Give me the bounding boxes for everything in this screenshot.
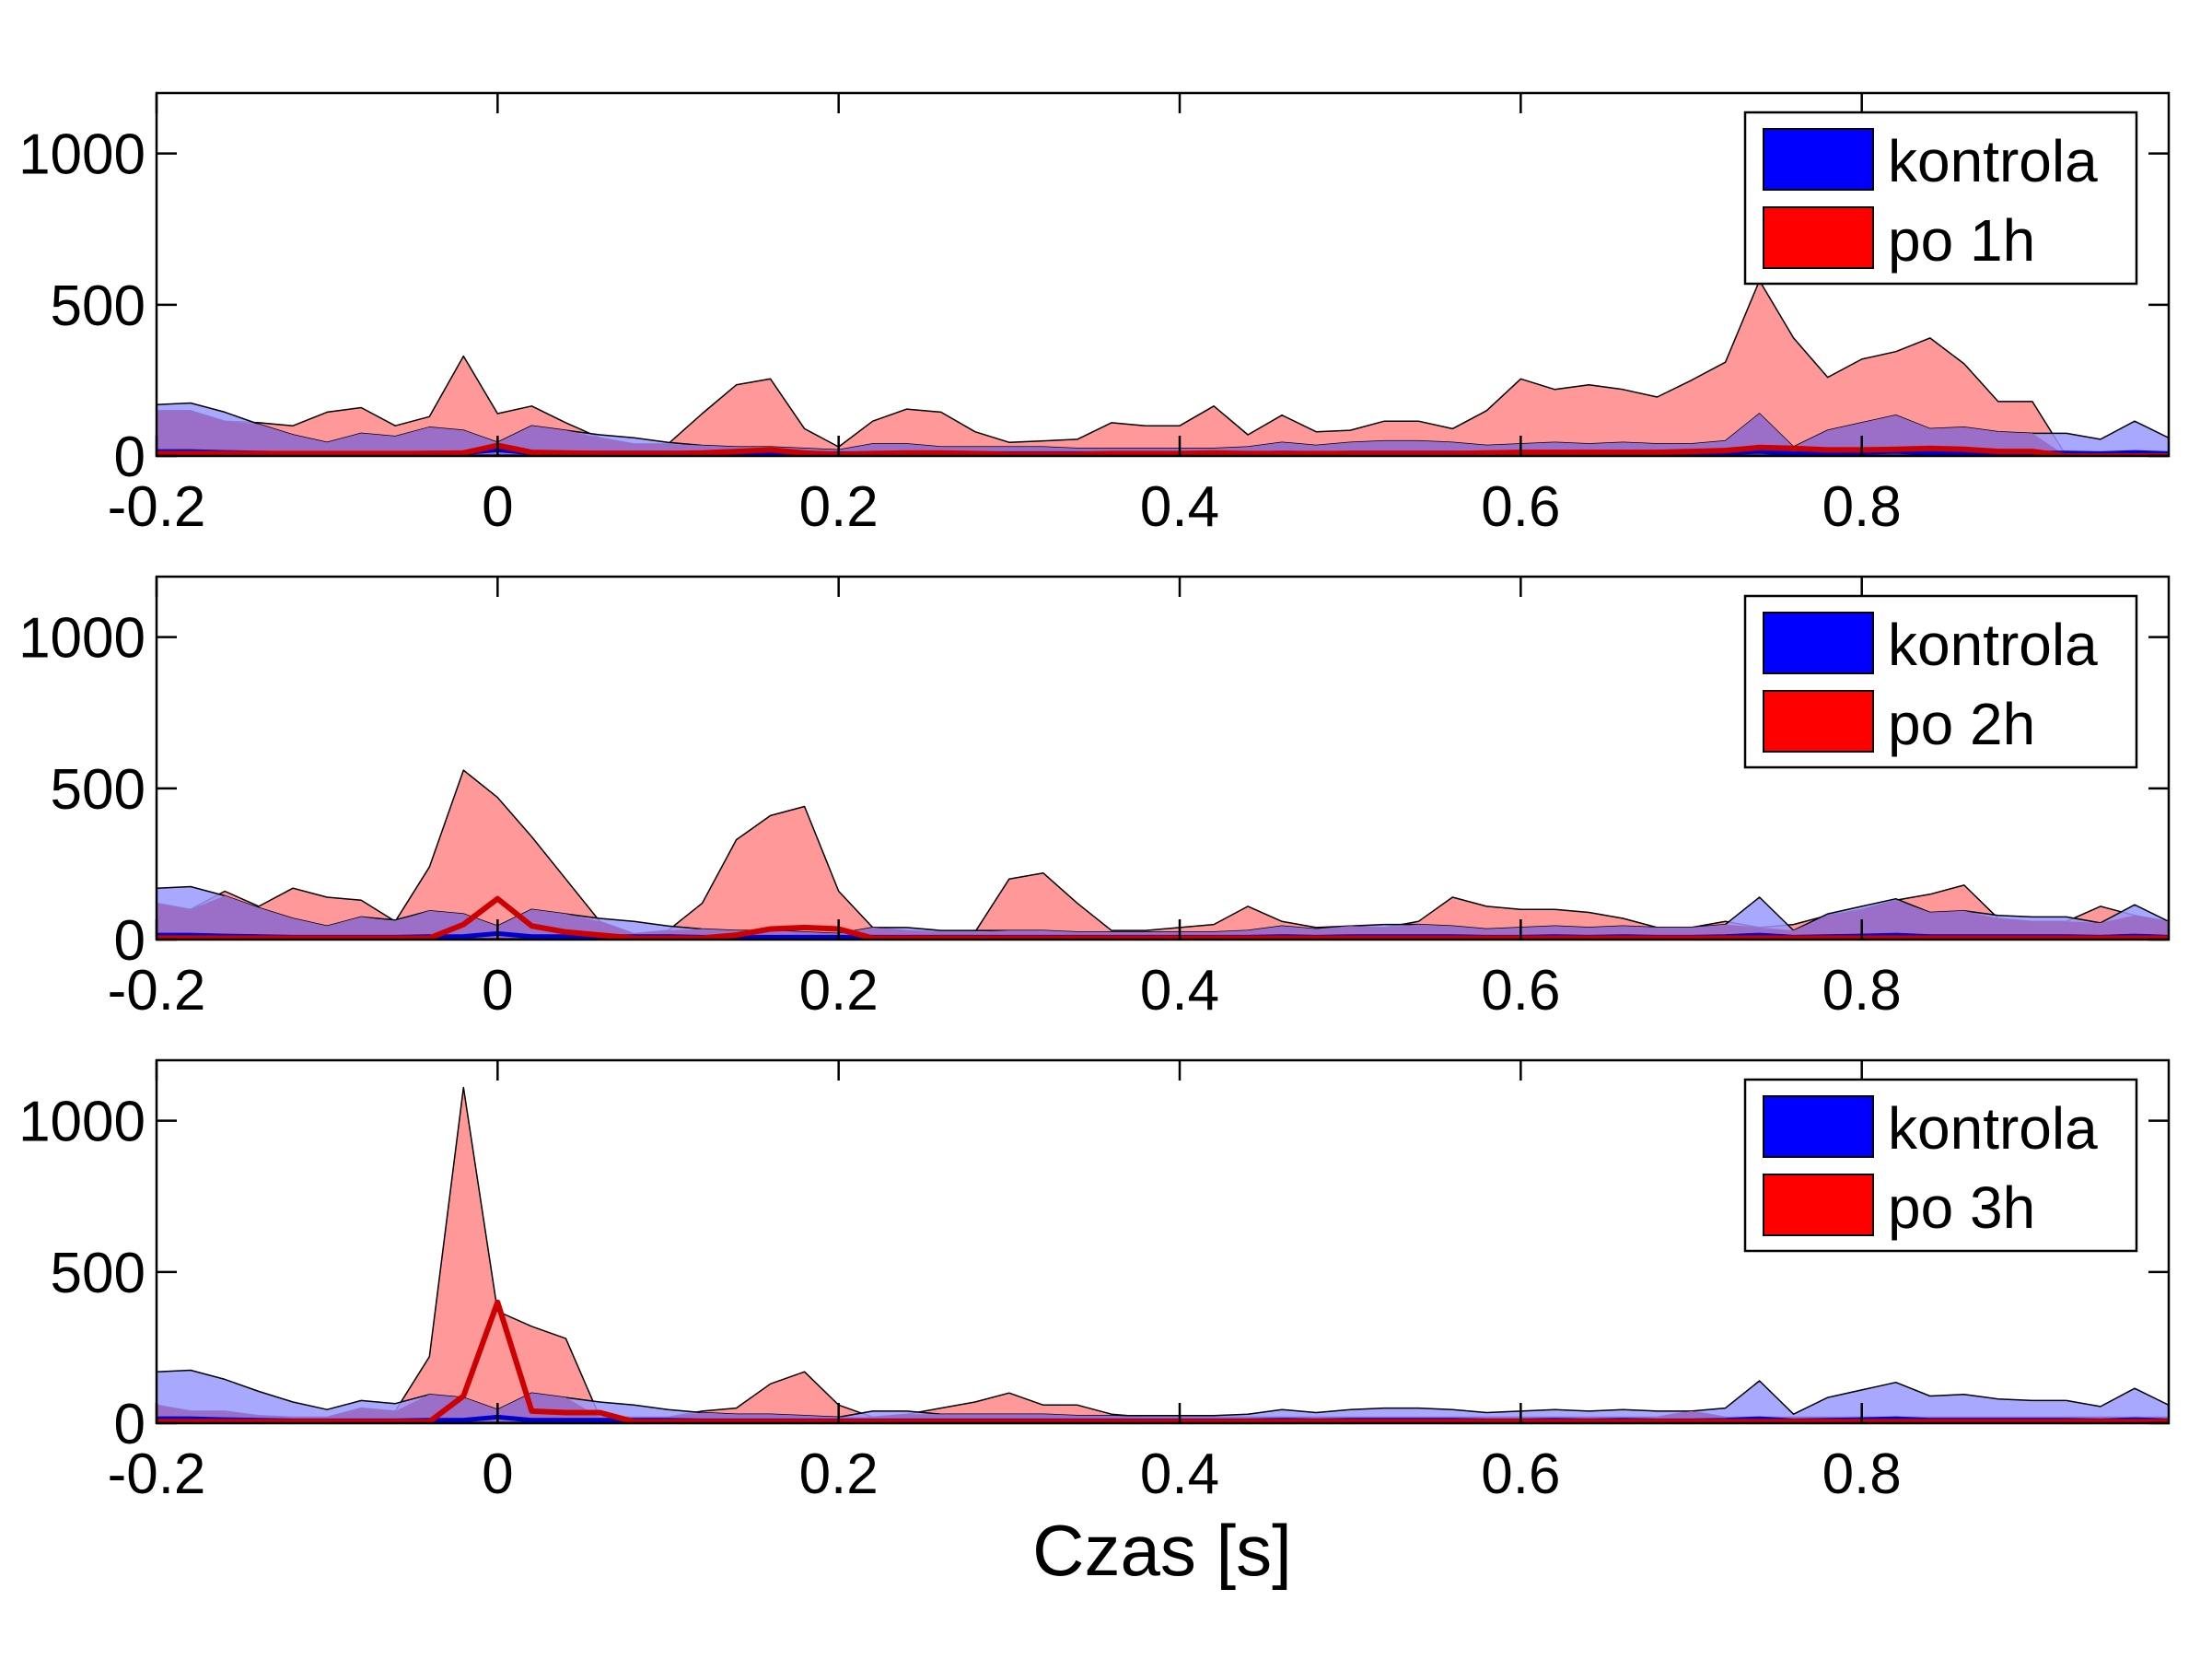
legend-label-treated: po 1h: [1888, 207, 2035, 274]
band-po-1h: [157, 279, 2169, 456]
y-tick-label: 1000: [18, 607, 146, 671]
legend-swatch-treated: [1763, 206, 1874, 269]
x-tick-label: 0.2: [799, 959, 879, 1022]
x-tick-label: 0.2: [799, 475, 879, 539]
x-tick-label: 0.4: [1140, 1443, 1219, 1506]
legend-swatch-treated: [1763, 690, 1874, 753]
y-tick-label: 1000: [18, 123, 146, 187]
x-tick-label: -0.2: [108, 475, 206, 539]
mean-line-po-2h: [157, 895, 2169, 940]
legend-label-treated: po 2h: [1888, 691, 2035, 757]
legend-2: kontrola po 2h: [1743, 594, 2138, 769]
legend-1: kontrola po 1h: [1743, 111, 2138, 286]
y-tick-label: 500: [51, 1242, 146, 1305]
legend-label-treated: po 3h: [1888, 1174, 2035, 1241]
x-tick-label: 0: [482, 1443, 513, 1506]
axes-frame: [155, 91, 2171, 458]
x-tick-label: 0: [482, 475, 513, 539]
x-tick-label: 0: [482, 959, 513, 1022]
legend-label-control: kontrola: [1888, 1095, 2098, 1162]
y-tick-label: 0: [114, 1393, 146, 1456]
legend-label-control: kontrola: [1888, 612, 2098, 678]
x-tick-label: 0.4: [1140, 959, 1219, 1022]
y-tick-label: 500: [51, 275, 146, 338]
x-tick-label: 0.6: [1481, 1443, 1560, 1506]
axes-frame: [155, 1058, 2171, 1425]
legend-3: kontrola po 3h: [1743, 1078, 2138, 1253]
y-tick-label: 500: [51, 758, 146, 822]
band-overlap: [157, 410, 2169, 456]
x-tick-label: 0.2: [799, 1443, 879, 1506]
x-tick-label: -0.2: [108, 1443, 206, 1506]
x-tick-label: 0.4: [1140, 475, 1219, 539]
legend-label-control: kontrola: [1888, 128, 2098, 194]
legend-swatch-treated: [1763, 1174, 1874, 1236]
y-tick-label: 0: [114, 426, 146, 489]
x-axis-label: Czas [s]: [1032, 1510, 1292, 1591]
mean-line-po-1h: [157, 442, 2169, 456]
x-tick-label: 0.8: [1822, 1443, 1902, 1506]
band-overlap: [157, 895, 2169, 939]
y-tick-label: 1000: [18, 1091, 146, 1154]
x-tick-label: 0.6: [1481, 959, 1560, 1022]
x-tick-label: 0.8: [1822, 959, 1902, 1022]
legend-swatch-control: [1763, 612, 1874, 674]
x-tick-label: 0.6: [1481, 475, 1560, 539]
legend-swatch-control: [1763, 128, 1874, 191]
axes-frame: [155, 575, 2171, 941]
mean-line-po-3h: [157, 1299, 2169, 1423]
legend-swatch-control: [1763, 1095, 1874, 1158]
y-tick-label: 0: [114, 909, 146, 973]
x-tick-label: 0.8: [1822, 475, 1902, 539]
x-tick-label: -0.2: [108, 959, 206, 1022]
